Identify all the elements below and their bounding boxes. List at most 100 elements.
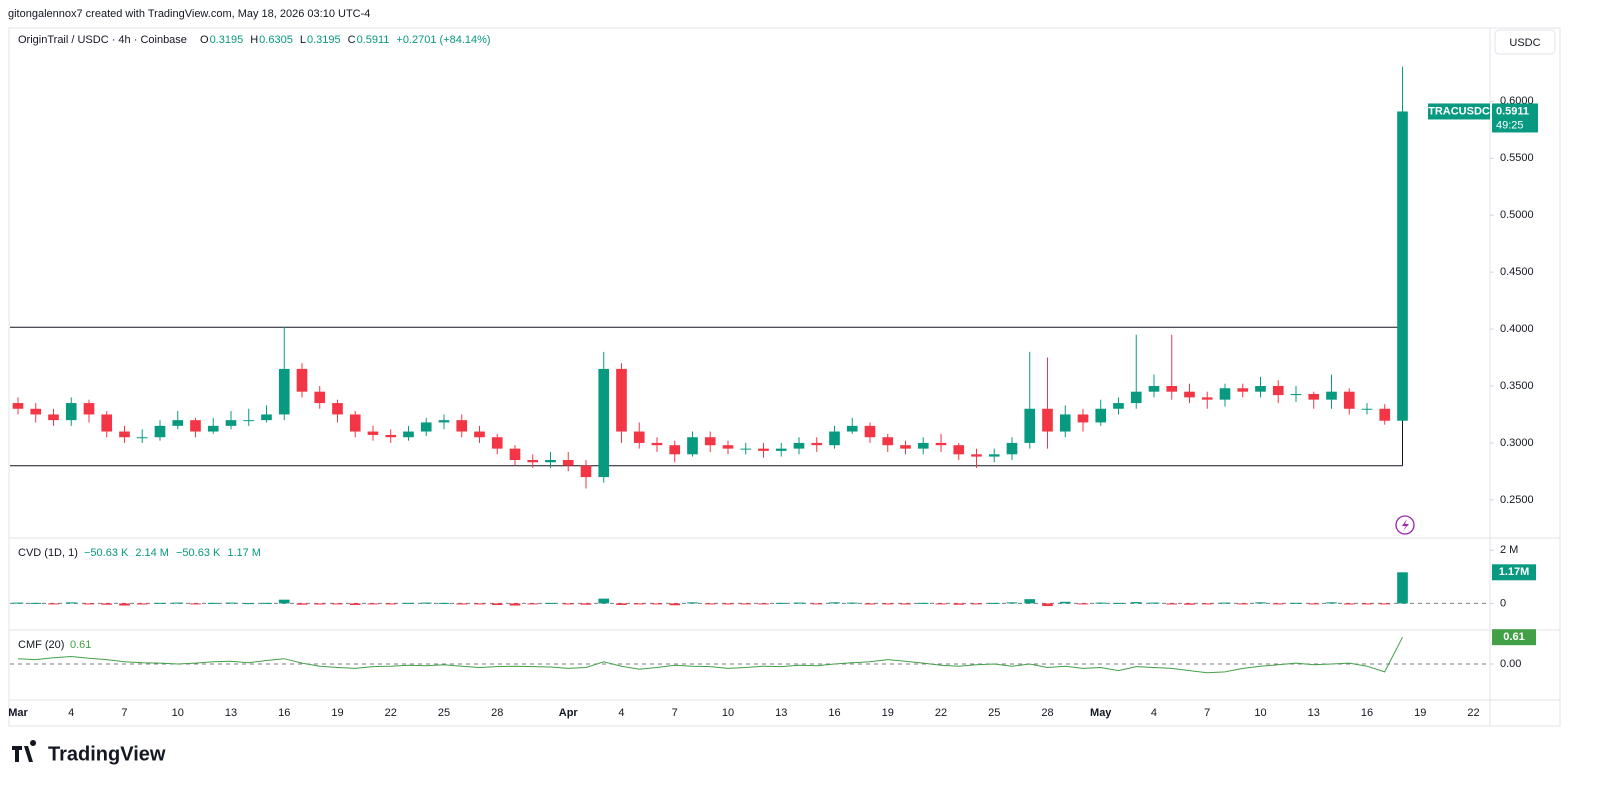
cvd-bar — [385, 603, 397, 605]
candle-body — [988, 454, 1000, 457]
candle-body — [846, 425, 858, 432]
candle-body — [953, 445, 965, 455]
ohlc-label: L — [300, 34, 306, 46]
candle-body — [687, 437, 698, 455]
candle-body — [651, 442, 663, 446]
cvd-bar — [971, 603, 982, 605]
y-tick-label: 0.3000 — [1500, 437, 1534, 449]
price-tag-bg — [1492, 103, 1538, 133]
candle-body — [261, 414, 272, 421]
cvd-bar — [456, 603, 468, 605]
indicator-value: 0.61 — [70, 639, 91, 651]
cvd-bar — [278, 599, 290, 604]
candle-body — [349, 414, 361, 432]
candle-body — [48, 414, 59, 421]
candle-body — [580, 465, 592, 478]
symbol-title: OriginTrail / USDC · 4h · Coinbase — [18, 34, 187, 46]
x-tick-label: 4 — [1151, 707, 1157, 719]
cvd-bar — [491, 603, 503, 606]
cvd-bar — [1361, 603, 1373, 605]
candle-body — [1379, 408, 1391, 421]
cvd-bar — [545, 602, 556, 604]
cvd-bar — [1272, 603, 1284, 605]
cvd-bar — [403, 602, 414, 604]
cvd-bar — [1397, 572, 1408, 604]
indicator-value: 1.17 M — [227, 547, 261, 559]
y-tick-label: 0 — [1500, 597, 1506, 609]
x-tick-label: 22 — [1467, 707, 1479, 719]
candle-body — [119, 431, 130, 438]
candle-body — [456, 420, 468, 432]
candle-body — [669, 445, 681, 455]
cvd-bar — [687, 602, 698, 604]
x-tick-label: 7 — [672, 707, 678, 719]
price-tag-symbol: TRACUSDC — [1428, 105, 1490, 117]
indicator-value: 2.14 M — [135, 547, 169, 559]
cvd-bar — [722, 603, 734, 605]
cvd-bar — [1130, 602, 1142, 604]
x-tick-label: 10 — [172, 707, 184, 719]
y-tick-label: 0.3500 — [1500, 380, 1534, 392]
cvd-bar — [758, 603, 769, 605]
x-tick-label: 22 — [385, 707, 397, 719]
cvd-bar — [367, 603, 379, 605]
cvd-bar — [1290, 602, 1302, 604]
candle-body — [190, 420, 201, 432]
candle-body — [1113, 403, 1124, 409]
candle-body — [278, 368, 290, 415]
candle-body — [829, 431, 840, 446]
cvd-bar — [775, 602, 787, 604]
candle-body — [900, 445, 911, 449]
candle-body — [225, 420, 237, 426]
currency-button[interactable] — [1494, 29, 1556, 55]
candle-body — [882, 437, 894, 446]
cvd-bar — [332, 603, 343, 605]
cvd-bar — [261, 602, 272, 604]
price-tag-price: 0.5911 — [1496, 105, 1529, 117]
candle-body — [101, 414, 113, 432]
candle-body — [598, 368, 610, 478]
cvd-bar — [1237, 603, 1249, 605]
candle-body — [83, 403, 95, 415]
cvd-bar — [314, 603, 326, 605]
candle-body — [811, 442, 823, 446]
indicator-value: −50.63 K — [176, 547, 221, 559]
x-tick-label: 10 — [1254, 707, 1266, 719]
cvd-bar — [1059, 601, 1071, 604]
currency-label[interactable]: USDC — [1509, 37, 1540, 49]
candle-body — [509, 448, 521, 461]
cvd-bar — [1201, 603, 1213, 605]
candle-body — [1024, 408, 1036, 443]
ohlc-label: O — [200, 34, 209, 46]
cvd-bar — [420, 602, 432, 604]
ohlc-legend: O 0.3195 H 0.6305 L 0.3195 C 0.5911 +0.2701 (+84… — [200, 34, 491, 46]
cvd-bar — [988, 602, 1000, 604]
cvd-bar — [30, 602, 42, 604]
indicator-badge: 0.61 — [1503, 631, 1524, 643]
cvd-bar — [917, 602, 929, 604]
y-tick-label: 2 M — [1500, 544, 1518, 556]
price-tag-countdown: 49:25 — [1496, 119, 1524, 131]
candle-body — [1361, 408, 1373, 410]
y-tick-label: 0.2500 — [1500, 494, 1534, 506]
candle-body — [1326, 391, 1337, 400]
cvd-bar — [1219, 602, 1231, 604]
cvd-bar — [616, 603, 627, 606]
x-tick-label: 7 — [1204, 707, 1210, 719]
candle-body — [385, 434, 397, 438]
brand-logo — [12, 740, 37, 762]
cvd-bar — [1326, 602, 1337, 604]
cvd-bar — [527, 603, 539, 605]
cvd-bar — [349, 603, 361, 606]
cvd-bar — [225, 602, 237, 604]
x-tick-label: 4 — [618, 707, 624, 719]
indicator-value: −50.63 K — [84, 547, 129, 559]
candle-body — [1184, 391, 1195, 398]
x-tick-label: 4 — [68, 707, 74, 719]
cvd-bar — [651, 603, 663, 605]
cvd-bar — [65, 602, 77, 604]
change: +0.2701 (+84.14%) — [396, 34, 490, 46]
cvd-bar — [1148, 602, 1160, 604]
cvd-bar — [474, 603, 485, 605]
